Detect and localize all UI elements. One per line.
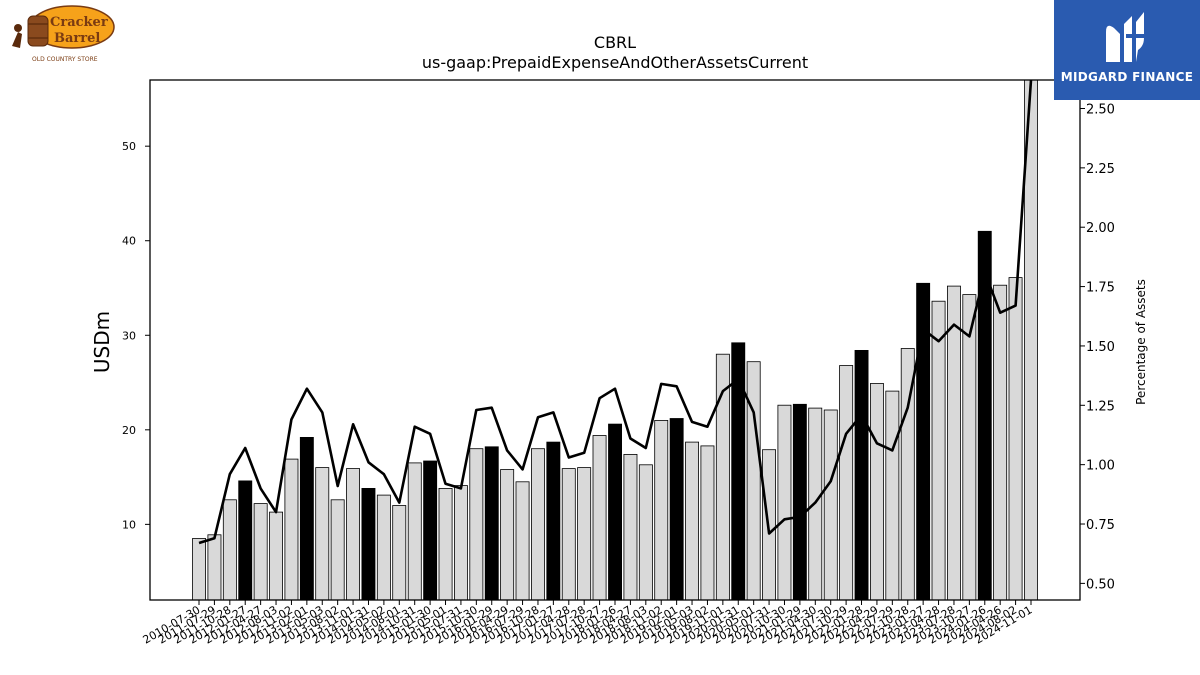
- midgard-finance-logo: MIDGARD FINANCE: [1054, 0, 1200, 100]
- bar: [253, 503, 268, 601]
- bar: [438, 487, 453, 601]
- brand-name: MIDGARD FINANCE: [1060, 70, 1194, 84]
- bar: [453, 485, 468, 601]
- bar: [207, 534, 222, 601]
- bar: [608, 423, 623, 601]
- x-axis: 2010-07-302011-07-292011-10-282012-01-27…: [141, 600, 1035, 647]
- bar: [484, 446, 499, 601]
- y-tick-label: 30: [122, 329, 136, 342]
- y-tick-label: 40: [122, 235, 136, 248]
- bar: [623, 453, 638, 601]
- bar: [746, 361, 761, 601]
- bar: [423, 460, 438, 601]
- bar: [592, 435, 607, 601]
- y2-tick-label: 1.50: [1086, 340, 1115, 355]
- y-axis-label: USDm: [90, 311, 114, 373]
- y2-axis-label: Percentage of Assets: [1134, 279, 1148, 405]
- chart-subtitle: us-gaap:PrepaidExpenseAndOtherAssetsCurr…: [422, 53, 808, 72]
- y2-tick-label: 0.75: [1086, 518, 1115, 533]
- y-axis-right: 0.50 0.75 1.00 1.25 1.50 1.75 2.00 2.25 2.50: [1080, 102, 1115, 592]
- chart-title: CBRL: [594, 33, 636, 52]
- bar: [330, 499, 345, 601]
- logo-subtext: OLD COUNTRY STORE: [32, 56, 98, 63]
- bar: [192, 538, 207, 601]
- y-tick-label: 50: [122, 140, 136, 153]
- y2-tick-label: 1.25: [1086, 399, 1115, 414]
- bar: [777, 404, 792, 601]
- series-line: [198, 80, 1033, 545]
- bar: [854, 349, 869, 601]
- plot-frame: [149, 79, 1081, 601]
- bar: [947, 285, 961, 601]
- y2-tick-label: 2.25: [1086, 162, 1115, 177]
- bar: [346, 468, 361, 601]
- y-tick-label: 20: [122, 424, 136, 437]
- bar: [885, 390, 900, 601]
- bar: [700, 445, 715, 601]
- y-tick-label: 10: [122, 518, 136, 531]
- bar: [238, 480, 253, 601]
- bars: [192, 79, 1039, 601]
- bar: [870, 383, 884, 601]
- bar: [515, 481, 530, 601]
- bar: [392, 505, 407, 601]
- y2-tick-label: 0.50: [1086, 577, 1115, 592]
- bar: [993, 284, 1008, 601]
- y-axis-left: 10 20 30 40 50: [122, 140, 150, 531]
- svg-text:Cracker: Cracker: [50, 15, 108, 30]
- bar: [299, 436, 314, 601]
- y2-tick-label: 1.75: [1086, 281, 1115, 296]
- y2-tick-label: 2.50: [1086, 102, 1115, 117]
- bar: [685, 441, 700, 601]
- bar: [407, 462, 422, 601]
- cracker-barrel-logo: Cracker Barrel OLD COUNTRY STORE: [4, 4, 116, 66]
- bar: [1008, 277, 1023, 601]
- bar: [962, 294, 977, 601]
- y2-tick-label: 1.00: [1086, 459, 1115, 474]
- bar: [284, 458, 299, 601]
- bar: [361, 487, 376, 601]
- bar: [269, 511, 284, 601]
- bar: [577, 467, 592, 601]
- bar: [669, 418, 684, 601]
- bar: [315, 467, 330, 601]
- bar: [638, 464, 653, 601]
- bar: [546, 441, 561, 601]
- bar: [823, 409, 838, 601]
- bar: [500, 469, 515, 601]
- bar: [469, 448, 484, 601]
- y2-tick-label: 2.00: [1086, 221, 1115, 236]
- bar: [531, 448, 545, 601]
- bar: [561, 468, 576, 601]
- bar: [931, 300, 946, 601]
- bar: [792, 403, 807, 601]
- svg-text:Barrel: Barrel: [54, 31, 100, 46]
- bar: [654, 419, 669, 601]
- bar: [839, 365, 854, 601]
- bar: [222, 499, 237, 601]
- bar: [376, 494, 391, 601]
